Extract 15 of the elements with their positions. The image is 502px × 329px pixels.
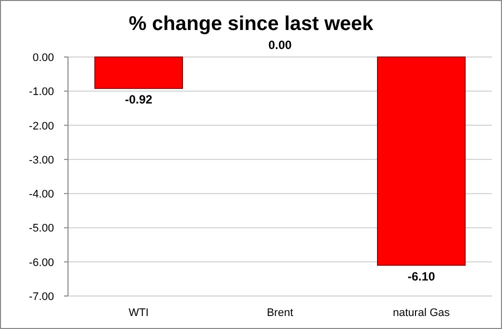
y-tick-label: -7.00	[28, 291, 54, 303]
y-tick-label: -2.00	[28, 120, 54, 132]
data-label: -6.10	[408, 269, 436, 284]
y-tick-label: -4.00	[28, 188, 54, 201]
x-tick-label: Brent	[266, 307, 294, 319]
x-tick-label: WTI	[128, 307, 149, 319]
y-tick-label: -1.00	[28, 86, 54, 98]
y-tick-label: -6.00	[28, 256, 54, 269]
data-label: -0.92	[124, 92, 153, 106]
y-tick-label: 0.00	[32, 52, 54, 64]
y-tick-label: -5.00	[28, 222, 54, 235]
y-tick-label: -3.00	[28, 154, 54, 166]
x-tick-label: natural Gas	[392, 307, 450, 319]
data-label: 0.00	[268, 38, 292, 52]
chart-title: % change since last week	[128, 13, 374, 35]
